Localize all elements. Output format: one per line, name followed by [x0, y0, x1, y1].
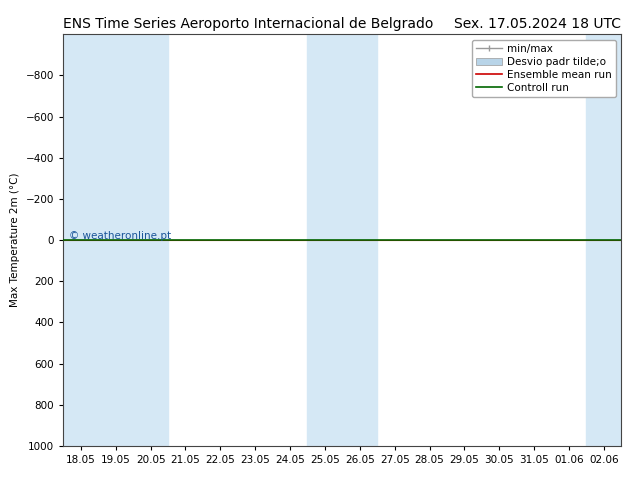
Text: Sex. 17.05.2024 18 UTC: Sex. 17.05.2024 18 UTC	[455, 17, 621, 31]
Bar	[98, 34, 133, 446]
Text: ENS Time Series Aeroporto Internacional de Belgrado: ENS Time Series Aeroporto Internacional …	[63, 17, 434, 31]
Bar	[586, 34, 621, 446]
Bar	[133, 34, 168, 446]
Bar	[307, 34, 342, 446]
Legend: min/max, Desvio padr tilde;o, Ensemble mean run, Controll run: min/max, Desvio padr tilde;o, Ensemble m…	[472, 40, 616, 97]
Bar	[63, 34, 98, 446]
Text: © weatheronline.pt: © weatheronline.pt	[69, 231, 171, 241]
Bar	[342, 34, 377, 446]
Y-axis label: Max Temperature 2m (°C): Max Temperature 2m (°C)	[10, 173, 20, 307]
